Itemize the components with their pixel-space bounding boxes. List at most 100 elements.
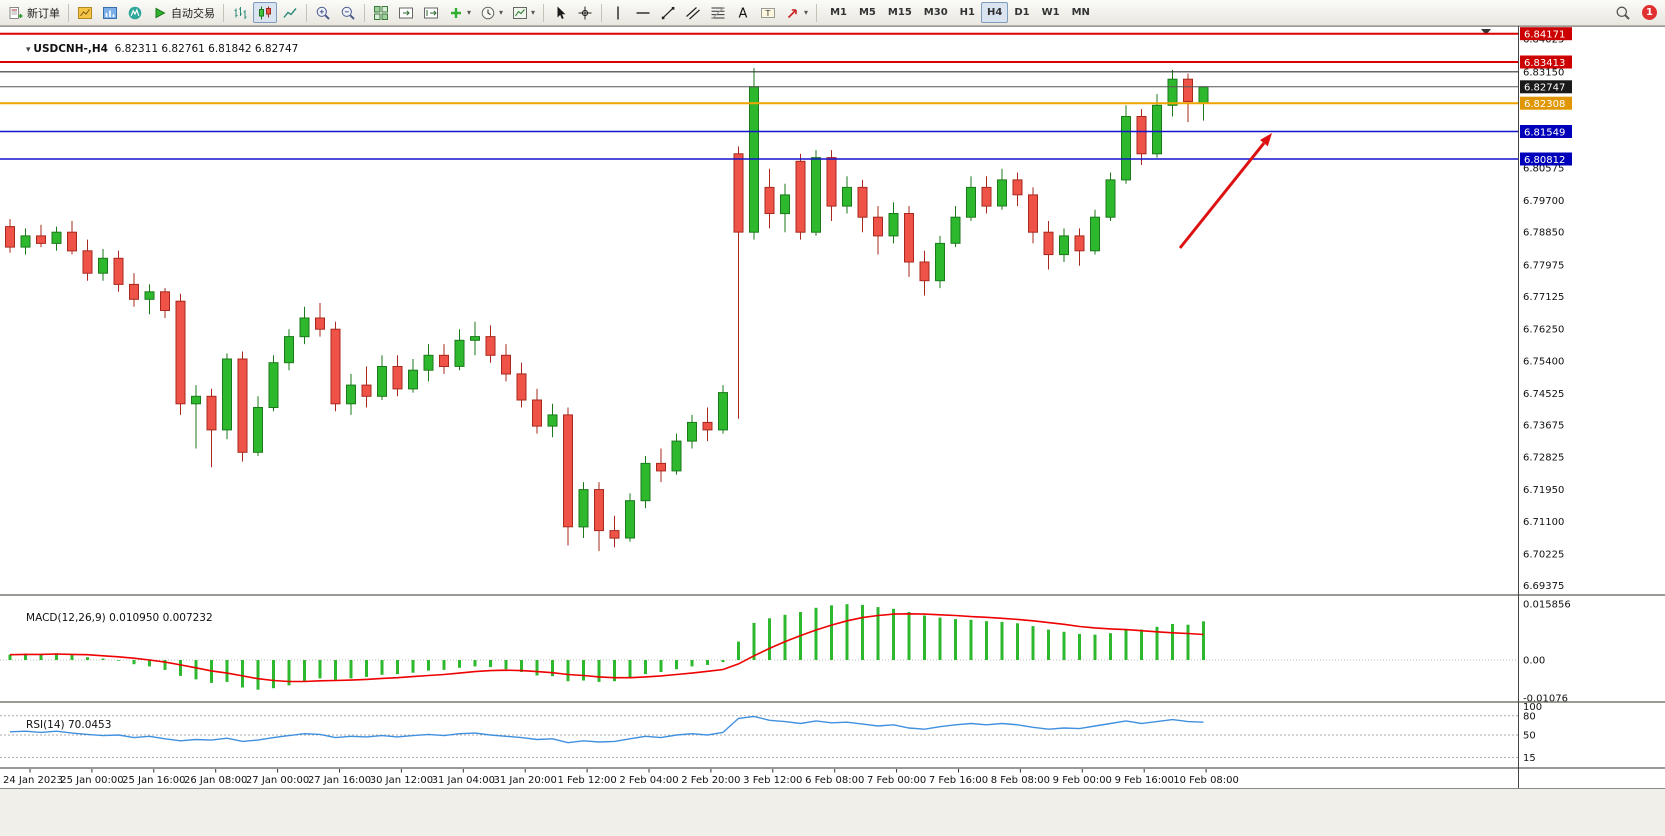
svg-text:6.82308: 6.82308 bbox=[1524, 99, 1565, 110]
label-icon: T bbox=[760, 5, 776, 21]
price-tag-6.81549: 6.81549 bbox=[1520, 125, 1572, 138]
text-button[interactable]: A bbox=[731, 2, 755, 23]
vline-icon bbox=[610, 5, 626, 21]
crosshair-icon bbox=[577, 5, 593, 21]
collapse-indicators-icon[interactable]: ▾ bbox=[26, 45, 34, 55]
notifications-badge[interactable]: 1 bbox=[1642, 5, 1657, 20]
timeframe-w1[interactable]: W1 bbox=[1041, 7, 1060, 18]
svg-text:50: 50 bbox=[1523, 731, 1536, 742]
new-order-button-label: 新订单 bbox=[27, 6, 60, 20]
main-toolbar: 新订单 自动交易 ▾ ▾ ▾ A T ▾ M1 M5 M15 M30 H1 H4 D1 W1 MN 1 bbox=[0, 0, 1665, 26]
svg-text:7 Feb 16:00: 7 Feb 16:00 bbox=[929, 775, 988, 786]
horizontal-lines-layer[interactable] bbox=[0, 32, 1518, 160]
timeframe-m30[interactable]: M30 bbox=[923, 7, 948, 18]
metaquotes-icon bbox=[127, 5, 143, 21]
chart-canvas[interactable]: 6.840256.831506.805756.797006.788506.779… bbox=[0, 26, 1665, 836]
trend-arrow-annotation[interactable] bbox=[1178, 133, 1272, 249]
rsi-value: 70.0453 bbox=[68, 719, 112, 731]
label-button[interactable]: T bbox=[756, 2, 780, 23]
toolbar-separator bbox=[68, 3, 69, 22]
svg-text:6.79700: 6.79700 bbox=[1523, 196, 1564, 207]
auto-scroll-button[interactable] bbox=[394, 2, 418, 23]
svg-text:6.83413: 6.83413 bbox=[1524, 58, 1565, 69]
toolbar-separator bbox=[601, 3, 603, 22]
svg-text:31 Jan 04:00: 31 Jan 04:00 bbox=[432, 775, 495, 786]
indicators-button[interactable]: ▾ bbox=[444, 2, 475, 23]
timeframe-h1[interactable]: H1 bbox=[959, 7, 975, 18]
toolbar-separator bbox=[306, 3, 307, 22]
rsi-header: RSI(14) 70.0453 bbox=[6, 707, 111, 743]
svg-text:25 Jan 00:00: 25 Jan 00:00 bbox=[60, 775, 123, 786]
autotrade-play-icon bbox=[152, 5, 168, 21]
profiles-button[interactable] bbox=[98, 2, 122, 23]
zoom-out-button[interactable] bbox=[336, 2, 360, 23]
text-icon: A bbox=[735, 5, 751, 21]
svg-text:15: 15 bbox=[1523, 753, 1536, 764]
cursor-button[interactable] bbox=[548, 2, 572, 23]
templates-button[interactable]: ▾ bbox=[508, 2, 539, 23]
search-button[interactable] bbox=[1611, 2, 1635, 23]
cursor-icon bbox=[552, 5, 568, 21]
price-axis[interactable]: 6.840256.831506.805756.797006.788506.779… bbox=[1520, 27, 1572, 592]
channel-icon bbox=[685, 5, 701, 21]
new-chart-button[interactable] bbox=[73, 2, 97, 23]
macd-header: MACD(12,26,9) 0.010950 0.007232 bbox=[6, 600, 213, 636]
symbol-title: USDCNH-,H4 bbox=[33, 43, 108, 55]
chart-shift-button[interactable] bbox=[419, 2, 443, 23]
timeframe-mn[interactable]: MN bbox=[1071, 7, 1090, 18]
chart-window-icon bbox=[77, 5, 93, 21]
add-indicator-icon bbox=[448, 5, 464, 21]
timeframe-m5[interactable]: M5 bbox=[858, 7, 876, 18]
price-tag-6.84171: 6.84171 bbox=[1520, 27, 1572, 41]
auto-scroll-icon bbox=[398, 5, 414, 21]
candlestick-chart-button[interactable] bbox=[253, 2, 277, 23]
svg-text:6.71950: 6.71950 bbox=[1523, 485, 1564, 496]
zoom-out-icon bbox=[340, 5, 356, 21]
zoom-in-icon bbox=[315, 5, 331, 21]
timeframe-m1[interactable]: M1 bbox=[830, 7, 847, 18]
svg-text:6.77125: 6.77125 bbox=[1523, 292, 1564, 303]
macd-values: 0.010950 0.007232 bbox=[109, 612, 213, 624]
tile-windows-button[interactable] bbox=[369, 2, 393, 23]
svg-text:9 Feb 00:00: 9 Feb 00:00 bbox=[1053, 775, 1112, 786]
auto-trading-button[interactable]: 自动交易 bbox=[148, 2, 219, 23]
periods-button[interactable]: ▾ bbox=[476, 2, 507, 23]
timeframe-m15[interactable]: M15 bbox=[887, 7, 912, 18]
trendline-button[interactable] bbox=[656, 2, 680, 23]
svg-text:2 Feb 20:00: 2 Feb 20:00 bbox=[681, 775, 740, 786]
toolbar-separator bbox=[543, 3, 545, 22]
arrows-tool-icon bbox=[785, 5, 801, 21]
chart-shift-icon bbox=[423, 5, 439, 21]
svg-text:6.73675: 6.73675 bbox=[1523, 421, 1564, 432]
crosshair-button[interactable] bbox=[573, 2, 597, 23]
auto-trading-button-label: 自动交易 bbox=[171, 6, 215, 20]
community-button[interactable] bbox=[123, 2, 147, 23]
ohlc-values: 6.82311 6.82761 6.81842 6.82747 bbox=[114, 43, 299, 55]
svg-text:6.84171: 6.84171 bbox=[1524, 30, 1565, 41]
price-tag-6.82747: 6.82747 bbox=[1520, 80, 1572, 94]
svg-text:3 Feb 12:00: 3 Feb 12:00 bbox=[743, 775, 802, 786]
svg-text:6.82747: 6.82747 bbox=[1524, 83, 1565, 94]
bar-chart-button[interactable] bbox=[228, 2, 252, 23]
timeframe-d1[interactable]: D1 bbox=[1014, 7, 1030, 18]
svg-text:6.76250: 6.76250 bbox=[1523, 325, 1564, 336]
toolbar-separator bbox=[364, 3, 365, 22]
svg-text:80: 80 bbox=[1523, 711, 1536, 722]
channel-button[interactable] bbox=[681, 2, 705, 23]
new-order-button[interactable]: 新订单 bbox=[4, 2, 64, 23]
line-chart-button[interactable] bbox=[278, 2, 302, 23]
svg-text:6.77975: 6.77975 bbox=[1523, 260, 1564, 271]
price-tag-6.83413: 6.83413 bbox=[1520, 55, 1572, 69]
arrows-button[interactable]: ▾ bbox=[781, 2, 812, 23]
svg-text:6.80575: 6.80575 bbox=[1523, 163, 1564, 174]
svg-text:6.70225: 6.70225 bbox=[1523, 549, 1564, 560]
timeframe-h4[interactable]: H4 bbox=[980, 2, 1009, 23]
vertical-line-button[interactable] bbox=[606, 2, 630, 23]
horizontal-line-button[interactable] bbox=[631, 2, 655, 23]
zoom-in-button[interactable] bbox=[311, 2, 335, 23]
chart-window[interactable]: 6.840256.831506.805756.797006.788506.779… bbox=[0, 26, 1665, 836]
fibonacci-button[interactable] bbox=[706, 2, 730, 23]
